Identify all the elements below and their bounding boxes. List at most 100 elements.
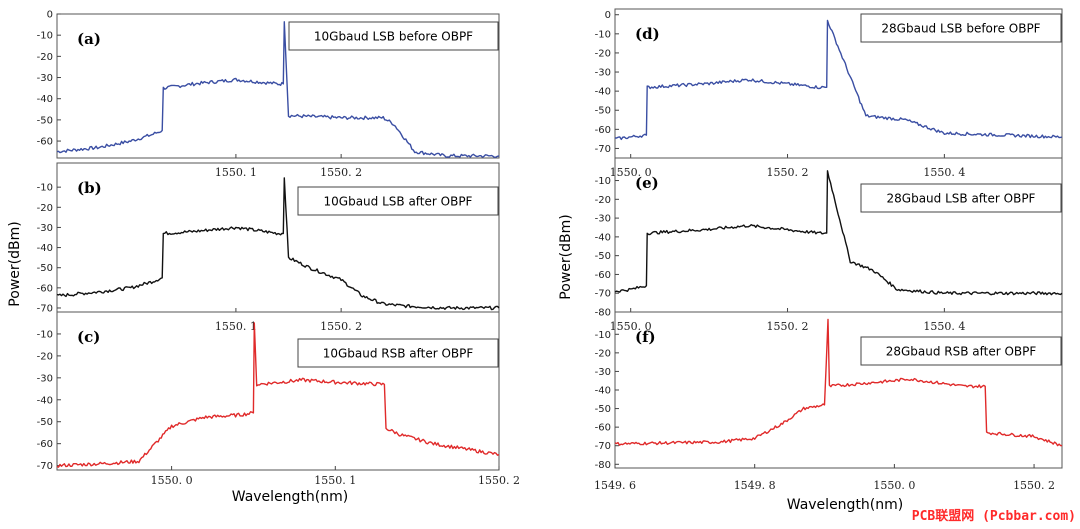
spectrum-line-d — [615, 19, 1063, 141]
y-tick-label: -40 — [37, 94, 53, 105]
panel-label: (f) — [635, 328, 656, 346]
panel-label: (c) — [77, 328, 100, 346]
right-y-axis-title: Power(dBm) — [558, 214, 574, 299]
x-tick-label: 1549. 6 — [594, 479, 636, 492]
y-tick-label: -10 — [595, 330, 611, 341]
y-tick-label: -60 — [595, 270, 611, 281]
y-tick-label: -50 — [37, 115, 53, 126]
y-tick-label: -40 — [37, 395, 53, 406]
y-tick-label: -60 — [37, 137, 53, 148]
x-tick-label: 1550. 2 — [320, 320, 362, 333]
y-tick-label: -70 — [37, 303, 53, 314]
annotation-box — [288, 21, 499, 51]
y-tick-label: -70 — [595, 441, 611, 452]
y-tick-label: -60 — [595, 125, 611, 136]
annotation-box — [297, 338, 499, 368]
spectrum-line-f — [614, 318, 1063, 447]
y-tick-label: -50 — [37, 417, 53, 428]
annotation-label: 28Gbaud RSB after OBPF — [886, 345, 1037, 359]
y-tick-label: -70 — [595, 144, 611, 155]
y-tick-label: 0 — [47, 10, 53, 21]
annotation-box — [860, 183, 1062, 213]
y-tick-label: -40 — [595, 232, 611, 243]
plot-frame — [56, 13, 500, 159]
y-tick-label: -50 — [595, 106, 611, 117]
x-tick-label: 1550. 2 — [478, 474, 520, 487]
y-tick-label: -30 — [37, 73, 53, 84]
y-tick-label: -10 — [595, 176, 611, 187]
spectrum-line-e — [614, 170, 1063, 296]
watermark: PCB联盟网 (Pcbbar.com) — [912, 508, 1076, 524]
spectrum-line-b — [56, 177, 500, 311]
annotation-label: 10Gbaud RSB after OBPF — [323, 347, 474, 361]
panels: 0 -10 -20 -30 -40 -50 -60 1550. 1 1550. 2 (a) 10Gb… — [37, 8, 1063, 492]
spectrum-line-c — [56, 322, 500, 468]
y-tick-label: -50 — [595, 404, 611, 415]
y-tick-label: -60 — [37, 439, 53, 450]
plot-frame — [614, 157, 1063, 313]
x-tick-label: 1550. 0 — [610, 320, 652, 333]
y-tick-label: -20 — [37, 351, 53, 362]
x-tick-label: 1550. 1 — [314, 474, 356, 487]
x-tick-label: 1550. 2 — [767, 166, 809, 179]
spectrum-line-a — [56, 21, 500, 158]
panel-d: 0 -10 -20 -30 -40 -50 -60 -70 1550. 0 1550. 2 1550… — [595, 8, 1063, 179]
x-tick-label: 1550. 1 — [215, 320, 257, 333]
panel-label: (e) — [635, 174, 659, 192]
y-tick-label: -80 — [595, 308, 611, 319]
annotation-label: 10Gbaud LSB after OBPF — [324, 195, 473, 209]
y-tick-label: -40 — [595, 87, 611, 98]
left-x-axis-title: Wavelength(nm) — [232, 489, 348, 505]
x-tick-label: 1550. 0 — [610, 166, 652, 179]
y-tick-label: -20 — [37, 203, 53, 214]
annotation-label: 28Gbaud LSB before OBPF — [881, 22, 1040, 36]
y-tick-label: -50 — [37, 263, 53, 274]
plot-frame — [56, 311, 500, 471]
x-tick-label: 1550. 2 — [1013, 479, 1055, 492]
y-tick-label: -20 — [37, 52, 53, 63]
panel-label: (b) — [77, 179, 102, 197]
annotation-box — [860, 13, 1062, 43]
y-tick-label: -30 — [595, 68, 611, 79]
right-x-axis-title: Wavelength(nm) — [787, 497, 903, 513]
annotation-box — [860, 336, 1062, 366]
y-tick-label: -50 — [595, 251, 611, 262]
y-tick-label: -20 — [595, 48, 611, 59]
panel-a: 0 -10 -20 -30 -40 -50 -60 1550. 1 1550. 2 (a) 10Gb… — [37, 10, 500, 179]
panel-f: -10 -20 -30 -40 -50 -60 -70 -80 1549. 6 1549. 8 15… — [594, 311, 1063, 492]
y-tick-label: -40 — [595, 386, 611, 397]
panel-b: -10 -20 -30 -40 -50 -60 -70 1550. 1 1550. 2 (b) 10… — [37, 162, 500, 333]
left-y-axis-title: Power(dBm) — [7, 221, 23, 306]
panel-label: (a) — [77, 30, 101, 48]
x-tick-label: 1549. 8 — [734, 479, 776, 492]
y-tick-label: -40 — [37, 243, 53, 254]
annotation-box — [297, 186, 499, 216]
y-tick-label: -20 — [595, 348, 611, 359]
x-tick-label: 1550. 4 — [923, 166, 965, 179]
x-tick-label: 1550. 0 — [873, 479, 915, 492]
y-tick-label: -30 — [595, 214, 611, 225]
x-tick-label: 1550. 2 — [767, 320, 809, 333]
plot-frame — [614, 311, 1063, 469]
y-tick-label: -10 — [595, 29, 611, 40]
x-tick-label: 1550. 4 — [923, 320, 965, 333]
y-tick-label: 0 — [605, 10, 611, 21]
x-tick-label: 1550. 1 — [215, 166, 257, 179]
panel-label: (d) — [635, 25, 660, 43]
y-tick-label: -30 — [37, 373, 53, 384]
annotation-label: 28Gbaud LSB after OBPF — [887, 192, 1036, 206]
x-tick-label: 1550. 0 — [151, 474, 193, 487]
y-tick-label: -70 — [37, 461, 53, 472]
x-tick-label: 1550. 2 — [320, 166, 362, 179]
y-tick-label: -10 — [37, 31, 53, 42]
y-tick-label: -10 — [37, 183, 53, 194]
panel-c: -10 -20 -30 -40 -50 -60 -70 1550. 0 1550. 1 1550.… — [37, 311, 520, 487]
y-tick-label: -30 — [37, 223, 53, 234]
y-tick-label: -30 — [595, 367, 611, 378]
y-tick-label: -80 — [595, 460, 611, 471]
y-tick-label: -20 — [595, 195, 611, 206]
y-tick-label: -10 — [37, 329, 53, 340]
annotation-label: 10Gbaud LSB before OBPF — [314, 30, 473, 44]
